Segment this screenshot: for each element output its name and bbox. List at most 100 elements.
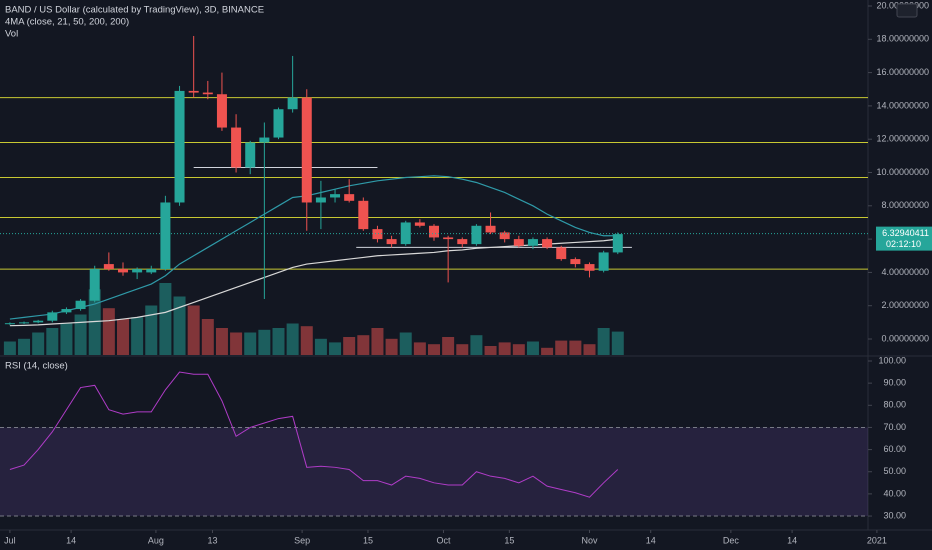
candle-body xyxy=(61,309,72,313)
volume-bar xyxy=(131,317,144,355)
candle-body xyxy=(443,237,454,240)
y-tick-label: 12.00000000 xyxy=(876,134,929,144)
candle-body xyxy=(75,300,86,310)
candle-body xyxy=(471,225,482,245)
volume-bar xyxy=(597,328,610,355)
volume-bar xyxy=(470,335,483,355)
rsi-line xyxy=(9,371,619,498)
x-tick-label: Dec xyxy=(723,535,740,545)
volume-label: Vol xyxy=(5,29,18,40)
candle-body xyxy=(160,202,171,270)
candle-body xyxy=(598,252,609,271)
candle-body xyxy=(584,264,595,271)
volume-bar xyxy=(413,342,426,355)
candle-body xyxy=(372,229,383,240)
candle-body xyxy=(174,90,185,203)
candle-body xyxy=(89,269,100,301)
volume-bar xyxy=(357,335,370,355)
y-tick-label: 18.00000000 xyxy=(876,34,929,44)
candle-body xyxy=(103,264,114,270)
rsi-tick-label: 100.00 xyxy=(878,355,906,365)
x-tick-label: Nov xyxy=(581,535,598,545)
candle-body xyxy=(202,92,213,95)
candle-body xyxy=(542,239,553,248)
candle-body xyxy=(117,269,128,273)
x-tick-label: 15 xyxy=(363,535,373,545)
volume-bar xyxy=(343,337,356,355)
volume-bar xyxy=(258,329,271,355)
x-tick-label: 14 xyxy=(646,535,656,545)
volume-bar xyxy=(173,296,186,355)
volume-bar xyxy=(484,346,497,355)
last-price-label: 6.32940411 xyxy=(882,228,929,238)
x-tick-label: 13 xyxy=(207,535,217,545)
volume-bar xyxy=(329,342,342,355)
candle-body xyxy=(358,200,369,230)
volume-bar xyxy=(102,308,115,355)
rsi-band-fill xyxy=(0,427,868,517)
x-tick-label: 2021 xyxy=(867,535,887,545)
volume-bar xyxy=(46,328,59,355)
candle-body xyxy=(301,97,312,203)
rsi-tick-label: 30.00 xyxy=(883,510,906,520)
ma-line xyxy=(9,175,618,320)
x-tick-label: Oct xyxy=(436,535,451,545)
candle-body xyxy=(485,225,496,233)
x-tick-label: Sep xyxy=(294,535,310,545)
rsi-tick-label: 60.00 xyxy=(883,444,906,454)
candle-body xyxy=(344,194,355,201)
candle-body xyxy=(273,109,284,138)
x-tick-label: Jul xyxy=(4,535,16,545)
candle-body xyxy=(513,239,524,246)
candle-body xyxy=(612,234,623,253)
volume-bar xyxy=(314,338,327,355)
y-tick-label: 14.00000000 xyxy=(876,100,929,110)
volume-bar xyxy=(371,328,384,355)
volume-bar xyxy=(32,332,45,355)
volume-bar xyxy=(145,305,158,355)
volume-bar xyxy=(215,328,228,355)
candle-body xyxy=(245,142,256,168)
y-tick-label: 10.00000000 xyxy=(876,167,929,177)
candle-body xyxy=(414,222,425,226)
volume-bar xyxy=(541,347,554,355)
volume-bar xyxy=(569,340,582,355)
candle-body xyxy=(499,232,510,240)
volume-bar xyxy=(428,344,440,355)
volume-bar xyxy=(88,289,101,355)
volume-bar xyxy=(74,314,87,355)
candle-body xyxy=(47,312,58,321)
rsi-label: RSI (14, close) xyxy=(5,361,68,372)
countdown-label: 02:12:10 xyxy=(886,239,921,249)
candle-body xyxy=(386,239,397,245)
candle-body xyxy=(33,320,44,323)
candle-body xyxy=(146,269,157,273)
candle-body xyxy=(429,225,439,238)
candle-body xyxy=(216,94,227,128)
x-tick-label: 14 xyxy=(66,535,76,545)
volume-bar xyxy=(286,323,299,355)
chart-title: BAND / US Dollar (calculated by TradingV… xyxy=(5,5,264,16)
volume-bar xyxy=(187,305,200,355)
ma-line xyxy=(9,238,618,327)
volume-bar xyxy=(442,337,455,355)
y-tick-label: 4.00000000 xyxy=(881,267,929,277)
rsi-tick-label: 50.00 xyxy=(883,466,906,476)
volume-bar xyxy=(583,344,596,355)
volume-bar xyxy=(300,326,313,355)
indicator-label: 4MA (close, 21, 50, 200, 200) xyxy=(5,17,129,28)
candle-body xyxy=(527,239,538,246)
candle-body xyxy=(259,137,270,143)
volume-bar xyxy=(116,319,129,355)
settings-button[interactable] xyxy=(896,3,918,18)
volume-bar xyxy=(60,323,73,355)
volume-bar xyxy=(230,332,243,355)
candle-body xyxy=(132,269,143,273)
volume-bar xyxy=(3,341,16,355)
y-tick-label: 16.00000000 xyxy=(876,67,929,77)
last-price-box xyxy=(876,226,932,251)
volume-bar xyxy=(272,328,285,355)
